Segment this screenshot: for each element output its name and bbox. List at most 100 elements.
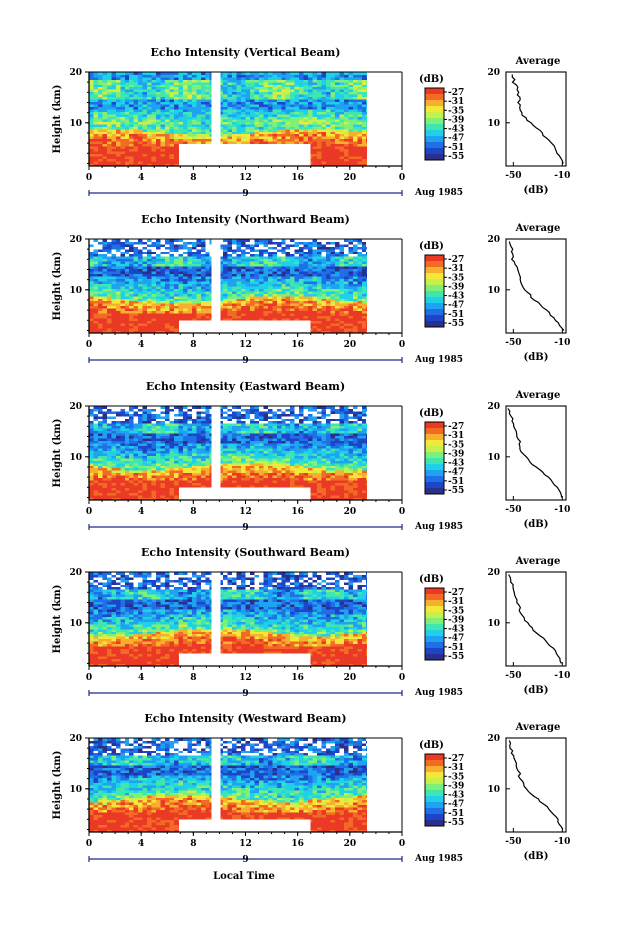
heatmap-cell — [348, 79, 354, 83]
heatmap-cell — [334, 81, 340, 85]
heatmap-cell — [147, 109, 152, 112]
heatmap-cell — [102, 310, 108, 314]
heatmap-cell — [129, 156, 135, 159]
heatmap-cell — [160, 308, 166, 312]
heatmap-cell — [290, 293, 296, 297]
heatmap-cell — [120, 74, 126, 78]
heatmap-cell — [111, 143, 117, 147]
heatmap-cell — [249, 293, 255, 297]
heatmap-cell — [93, 81, 99, 85]
heatmap-cell — [223, 123, 229, 127]
heatmap-cell — [343, 128, 349, 132]
heatmap-cell — [263, 133, 269, 137]
heatmap-cell — [334, 320, 340, 324]
heatmap-cell — [330, 72, 336, 75]
heatmap-cell — [294, 86, 300, 90]
heatmap-cell — [169, 109, 175, 112]
heatmap-cell — [290, 133, 296, 137]
heatmap-cell — [267, 303, 273, 307]
heatmap-cell — [156, 273, 161, 277]
heatmap-cell — [227, 261, 233, 265]
heatmap-cell — [200, 271, 206, 275]
heatmap-cell — [133, 111, 139, 115]
heatmap-cell — [142, 241, 148, 245]
heatmap-cell — [93, 313, 99, 317]
heatmap-cell — [165, 315, 170, 319]
heatmap-cell — [138, 123, 144, 127]
heatmap-cell — [93, 330, 99, 334]
heatmap-cell — [285, 72, 291, 75]
heatmap-cell — [147, 298, 152, 302]
heatmap-cell — [303, 288, 309, 292]
heatmap-cell — [325, 104, 331, 108]
heatmap-cell — [156, 99, 161, 103]
heatmap-cell — [147, 86, 152, 90]
heatmap-cell — [321, 325, 327, 329]
heatmap-cell — [299, 84, 305, 88]
heatmap-cell — [187, 261, 193, 265]
heatmap-cell — [281, 96, 287, 100]
heatmap-cell — [348, 153, 354, 157]
heatmap-cell — [281, 79, 287, 83]
heatmap-cell — [151, 104, 157, 108]
heatmap-cell — [325, 258, 331, 262]
heatmap-cell — [312, 330, 318, 334]
heatmap-cell — [120, 84, 126, 88]
heatmap-cell — [97, 300, 103, 304]
heatmap-cell — [156, 266, 161, 270]
heatmap-cell — [169, 148, 175, 152]
heatmap-cell — [267, 300, 273, 304]
heatmap-cell — [178, 96, 184, 100]
heatmap-cell — [151, 99, 157, 103]
heatmap-cell — [93, 109, 99, 112]
heatmap-cell — [182, 94, 188, 98]
heatmap-cell — [348, 116, 354, 120]
heatmap-cell — [334, 133, 340, 137]
heatmap-cell — [299, 248, 305, 252]
heatmap-cell — [272, 310, 278, 314]
heatmap-cell — [89, 266, 94, 270]
heatmap-cell — [276, 81, 282, 85]
heatmap-cell — [241, 286, 246, 289]
heatmap-cell — [187, 119, 193, 122]
heatmap-cell — [308, 310, 313, 314]
heatmap-cell — [272, 109, 278, 112]
heatmap-cell — [321, 256, 327, 260]
heatmap-cell — [312, 72, 318, 75]
heatmap-cell — [267, 79, 273, 83]
heatmap-cell — [111, 308, 117, 312]
heatmap-cell — [182, 138, 188, 142]
heatmap-cell — [249, 295, 255, 299]
heatmap-cell — [106, 104, 112, 108]
heatmap-cell — [169, 86, 175, 90]
heatmap-cell — [312, 261, 318, 265]
heatmap-cell — [191, 290, 197, 294]
colorbar-swatch — [425, 148, 444, 155]
heatmap-cell — [142, 320, 148, 324]
heatmap-cell — [115, 131, 121, 135]
heatmap-cell — [138, 128, 144, 132]
heatmap-cell — [285, 268, 291, 272]
heatmap-cell — [120, 295, 126, 299]
heatmap-cell — [205, 305, 211, 309]
heatmap-cell — [169, 325, 175, 329]
heatmap-cell — [317, 278, 322, 282]
heatmap-cell — [317, 320, 322, 324]
heatmap-cell — [227, 305, 233, 309]
heatmap-cell — [156, 114, 161, 117]
heatmap-cell — [156, 141, 161, 145]
heatmap-cell — [142, 243, 148, 247]
heatmap-cell — [272, 111, 278, 115]
heatmap-cell — [165, 94, 170, 98]
heatmap-cell — [339, 315, 345, 319]
heatmap-cell — [321, 74, 327, 78]
heatmap-cell — [290, 109, 296, 112]
heatmap-cell — [348, 89, 354, 93]
heatmap-cell — [89, 106, 94, 110]
heatmap-cell — [352, 114, 358, 117]
heatmap-cell — [151, 243, 157, 247]
heatmap-cell — [97, 116, 103, 120]
heatmap-cell — [299, 141, 305, 145]
heatmap-cell — [173, 123, 179, 127]
heatmap-cell — [120, 151, 126, 155]
